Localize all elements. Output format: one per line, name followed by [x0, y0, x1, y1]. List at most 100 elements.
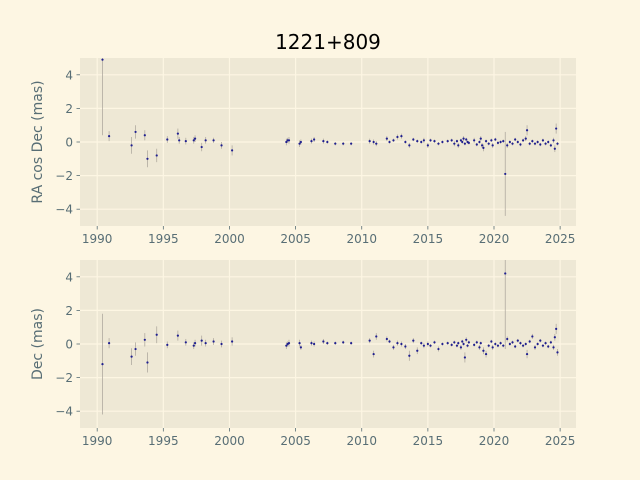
- data-point: [326, 342, 329, 345]
- data-point: [372, 140, 375, 144]
- data-point: [552, 346, 555, 349]
- x-tick-label: 2020: [479, 434, 510, 448]
- data-point: [392, 346, 395, 349]
- data-point: [107, 342, 111, 345]
- data-point: [459, 139, 463, 142]
- x-tick-label: 2005: [280, 434, 311, 448]
- data-point: [541, 139, 545, 142]
- data-point: [437, 142, 440, 145]
- data-point: [388, 340, 391, 343]
- data-point: [287, 342, 291, 345]
- data-point: [519, 143, 522, 146]
- data-point: [484, 352, 488, 356]
- data-point: [404, 345, 407, 348]
- data-point: [544, 142, 547, 145]
- data-point: [516, 339, 519, 342]
- data-point: [231, 340, 234, 343]
- data-point: [134, 347, 137, 351]
- data-point: [429, 344, 432, 347]
- data-point: [422, 139, 425, 142]
- data-point: [552, 139, 555, 142]
- data-point: [491, 346, 494, 349]
- data-point: [446, 140, 449, 143]
- data-point: [506, 337, 509, 341]
- data-point: [437, 347, 440, 351]
- data-point: [479, 137, 482, 140]
- data-point: [502, 140, 505, 143]
- data-point: [310, 342, 313, 345]
- data-point: [412, 339, 415, 342]
- x-tick-label: 2025: [545, 434, 576, 448]
- data-point: [420, 342, 423, 345]
- data-point: [455, 344, 459, 347]
- data-point: [298, 142, 301, 145]
- data-point: [408, 354, 411, 357]
- data-point: [524, 137, 527, 140]
- data-point: [134, 130, 137, 134]
- data-point: [130, 355, 133, 358]
- data-point: [475, 341, 478, 344]
- data-point: [299, 140, 302, 144]
- data-point: [143, 338, 146, 341]
- data-point: [511, 341, 514, 344]
- data-point: [531, 335, 534, 338]
- data-point: [479, 342, 482, 345]
- data-point: [372, 352, 375, 356]
- data-point: [192, 139, 195, 142]
- data-point: [528, 142, 531, 145]
- data-point: [544, 342, 547, 345]
- data-point: [220, 144, 223, 147]
- data-point: [200, 145, 203, 149]
- data-point: [482, 349, 485, 352]
- data-point: [204, 342, 207, 345]
- data-point: [342, 341, 345, 344]
- data-point: [313, 138, 316, 141]
- data-point: [176, 334, 179, 337]
- data-point: [465, 138, 468, 141]
- ra-y-axis-label: RA cos Dec (mas): [30, 80, 46, 203]
- data-point: [508, 342, 511, 346]
- data-point: [166, 343, 169, 346]
- data-point: [547, 140, 550, 144]
- data-point: [461, 140, 464, 144]
- data-point: [441, 342, 444, 346]
- x-tick-label: 2010: [346, 434, 377, 448]
- data-point: [473, 343, 476, 346]
- data-point: [101, 58, 104, 61]
- data-point: [101, 363, 104, 366]
- x-tick-label: 2015: [413, 232, 444, 246]
- data-point: [285, 344, 288, 347]
- data-point: [525, 129, 529, 132]
- data-point: [350, 142, 353, 145]
- data-point: [475, 143, 478, 146]
- ra-panel: 1990 1995 2000 2005 2010 2015 2020 2025 −4 −2 0 2 4…: [30, 58, 576, 246]
- data-point: [178, 139, 181, 142]
- x-tick-label: 1990: [82, 232, 113, 246]
- x-tick-label: 1995: [148, 232, 179, 246]
- data-point: [516, 140, 519, 144]
- data-point: [549, 144, 552, 147]
- data-point: [298, 342, 301, 345]
- data-point: [511, 142, 514, 145]
- data-point: [375, 335, 378, 338]
- y-tick-label: 2: [65, 304, 73, 318]
- data-point: [155, 154, 158, 157]
- data-point: [420, 140, 423, 144]
- data-point: [536, 342, 539, 346]
- data-point: [193, 137, 197, 140]
- data-point: [539, 339, 542, 342]
- data-point: [375, 142, 378, 145]
- data-point: [496, 141, 500, 144]
- data-point: [524, 342, 527, 346]
- data-point: [504, 172, 507, 176]
- data-point: [463, 142, 466, 145]
- data-point: [231, 149, 234, 152]
- data-point: [508, 140, 511, 144]
- data-point: [385, 137, 388, 140]
- data-point: [385, 337, 388, 341]
- data-point: [200, 339, 203, 342]
- dec-points: [101, 272, 559, 366]
- data-point: [478, 346, 481, 349]
- data-point: [459, 346, 463, 349]
- data-point: [533, 142, 537, 145]
